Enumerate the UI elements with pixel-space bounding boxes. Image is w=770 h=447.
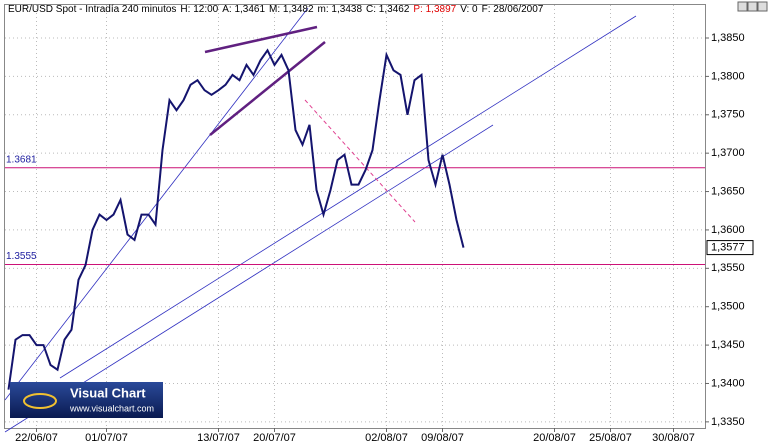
current-price-box	[706, 240, 754, 256]
y-tick-label: 1,3700	[711, 147, 745, 159]
maximize-button[interactable]	[747, 1, 758, 12]
y-tick-label: 1,3850	[711, 32, 745, 44]
header-item: EUR/USD Spot - Intradía 240 minutos	[8, 4, 176, 15]
trendline	[59, 15, 637, 379]
window-buttons	[737, 1, 768, 12]
header-item: A: 1,3461	[222, 4, 265, 15]
plot-frame	[4, 4, 706, 429]
horizontal-line-label: 1.3555	[6, 251, 37, 262]
minimize-button[interactable]	[737, 1, 748, 12]
header-item: P: 1,3897	[413, 4, 456, 15]
x-tick-label: 09/08/07	[421, 432, 464, 444]
logo-box	[10, 382, 163, 418]
x-tick-label: 20/07/07	[253, 432, 296, 444]
header-item: H: 12:00	[180, 4, 218, 15]
header-item: M: 1,3482	[269, 4, 314, 15]
y-tick-label: 1,3500	[711, 301, 745, 313]
header: EUR/USD Spot - Intradía 240 minutos H: 12…	[8, 4, 544, 15]
logo-icon	[23, 393, 57, 409]
y-tick-label: 1,3600	[711, 224, 745, 236]
channel-line	[209, 41, 326, 136]
channel-line	[204, 25, 318, 54]
trendline	[4, 124, 494, 433]
trendlines	[4, 7, 637, 433]
y-tick-label: 1,3550	[711, 262, 745, 274]
logo-title: Visual Chart	[70, 385, 146, 400]
horizontal-line-label: 1.3681	[6, 154, 37, 165]
current-price-label: 1,3577	[711, 241, 745, 253]
x-tick-label: 02/08/07	[365, 432, 408, 444]
y-tick-label: 1,3450	[711, 339, 745, 351]
x-tick-label: 30/08/07	[652, 432, 695, 444]
logo-url: www.visualchart.com	[69, 403, 154, 413]
x-tick-label: 22/06/07	[15, 432, 58, 444]
y-tick-label: 1,3400	[711, 377, 745, 389]
header-item: V: 0	[460, 4, 478, 15]
header-item: C: 1,3462	[366, 4, 410, 15]
plot	[5, 48, 705, 390]
x-tick-label: 20/08/07	[533, 432, 576, 444]
close-button[interactable]	[757, 1, 768, 12]
x-tick-label: 01/07/07	[85, 432, 128, 444]
x-tick-label: 13/07/07	[197, 432, 240, 444]
logo: Visual Chart www.visualchart.com	[10, 382, 163, 418]
grid	[5, 5, 705, 428]
header-item: F: 28/06/2007	[482, 4, 544, 15]
y-tick-label: 1,3800	[711, 70, 745, 82]
y-tick-label: 1,3350	[711, 416, 745, 428]
header-item: m: 1,3438	[318, 4, 363, 15]
x-tick-label: 25/08/07	[589, 432, 632, 444]
dashed-line	[304, 99, 416, 223]
y-tick-label: 1,3650	[711, 185, 745, 197]
y-tick-label: 1,3750	[711, 109, 745, 121]
price-line	[7, 48, 465, 390]
